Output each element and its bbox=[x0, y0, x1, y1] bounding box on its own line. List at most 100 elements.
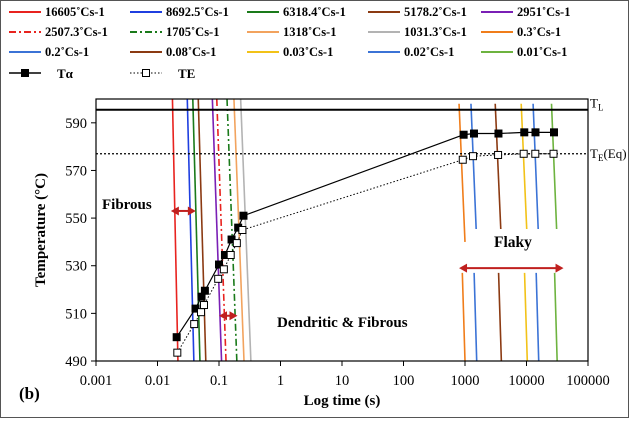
cooling-curve-lower-10 bbox=[461, 272, 466, 361]
y-tick-label-5: 570 bbox=[65, 163, 87, 179]
series-point-TE-13 bbox=[519, 149, 528, 158]
reference-label-sub: L bbox=[598, 103, 604, 113]
cooling-curve-12 bbox=[494, 103, 503, 242]
legend-label-4: 5178.2˚Cs-1 bbox=[404, 5, 467, 19]
series-point-TE-9 bbox=[238, 226, 247, 234]
legend-label-11: 0.2˚Cs-1 bbox=[45, 45, 89, 59]
series-point-TE-1 bbox=[173, 348, 182, 357]
x-tick-label-8: 10000 bbox=[508, 373, 544, 389]
cooling-curve-lower-14 bbox=[535, 272, 540, 361]
x-tick-label-7: 1000 bbox=[451, 373, 480, 389]
series-point-Tα-11 bbox=[469, 129, 478, 138]
legend-label-10: 0.3˚Cs-1 bbox=[517, 25, 561, 39]
x-tick-label-2: 0.01 bbox=[145, 373, 170, 389]
x-tick-label-9: 100000 bbox=[566, 373, 610, 389]
cooling-curve-lower-12 bbox=[497, 272, 503, 361]
cooling-curve-10 bbox=[458, 103, 466, 242]
cooling-curve-6 bbox=[215, 99, 227, 361]
reference-label-2: TE(Eq) bbox=[590, 146, 627, 163]
series-point-TE-11 bbox=[469, 152, 478, 161]
legend-label-14: 0.02˚Cs-1 bbox=[404, 45, 454, 59]
legend-label-15: 0.01˚Cs-1 bbox=[517, 45, 567, 59]
reference-label-suffix: (Eq) bbox=[603, 146, 626, 161]
series-point-Tα-14 bbox=[531, 128, 540, 137]
reference-label-sub: E bbox=[598, 153, 604, 163]
series-line-Tα-1 bbox=[176, 134, 464, 338]
series-point-TE-3 bbox=[197, 308, 206, 317]
legend-label-13: 0.03˚Cs-1 bbox=[283, 45, 333, 59]
cooling-curve-lower-11 bbox=[473, 272, 478, 361]
cooling-curve-lower-13 bbox=[523, 272, 529, 361]
cooling-curve-3 bbox=[192, 99, 201, 361]
series-point-Tα-9 bbox=[239, 211, 248, 220]
series-point-TE-7 bbox=[226, 251, 235, 260]
series-point-TE-10 bbox=[458, 155, 467, 164]
cooling-curve-lower-15 bbox=[553, 272, 558, 361]
annotation-fibrous: Fibrous bbox=[102, 197, 152, 213]
series-point-TE-2 bbox=[190, 320, 199, 329]
cooling-curve-7 bbox=[226, 99, 238, 361]
y-tick-label-1: 490 bbox=[65, 354, 87, 370]
annotation-flaky: Flaky bbox=[494, 234, 532, 251]
legend-label-9: 1031.3˚Cs-1 bbox=[404, 25, 467, 39]
cooling-curve-14 bbox=[532, 103, 540, 242]
cooling-curve-11 bbox=[470, 103, 478, 242]
panel-label: (b) bbox=[19, 384, 40, 403]
annotation-dendritic-fibrous: Dendritic & Fibrous bbox=[277, 315, 408, 331]
y-tick-label-2: 510 bbox=[65, 306, 87, 322]
legend-label-8: 1318˚Cs-1 bbox=[283, 25, 336, 39]
legend: 16605˚Cs-1 8692.5˚Cs-1 6318.4˚Cs-1 5178.2˚C… bbox=[9, 5, 570, 81]
series-point-TE-6 bbox=[219, 265, 228, 274]
reference-label-main: T bbox=[590, 146, 598, 161]
series-point-Tα-10 bbox=[459, 130, 468, 139]
legend-label-2: 8692.5˚Cs-1 bbox=[166, 5, 229, 19]
annotation-flaky-bg bbox=[469, 229, 573, 263]
series-point-Tα-1 bbox=[172, 333, 181, 342]
legend-marker-TE bbox=[142, 69, 150, 77]
axes: 0.001 0.01 0.1 1 10 100 1000 10000 100000 490 510 5… bbox=[19, 98, 610, 409]
cooling-curve-13 bbox=[520, 103, 529, 242]
arrow-fibrous-head-right bbox=[187, 206, 196, 216]
series-point-TE-15 bbox=[549, 149, 558, 158]
x-tick-label-5: 10 bbox=[335, 373, 350, 389]
series-point-Tα-12 bbox=[494, 129, 503, 138]
legend-marker-Tα bbox=[21, 69, 29, 77]
series-point-TE-12 bbox=[494, 150, 503, 159]
x-tick-label-4: 1 bbox=[277, 373, 284, 389]
legend-label-Tα: Tα bbox=[57, 66, 74, 81]
arrow-flaky bbox=[459, 263, 564, 273]
cooling-curve-4 bbox=[197, 99, 207, 361]
series-point-Tα-15 bbox=[550, 128, 559, 137]
x-tick-label-1: 0.001 bbox=[80, 373, 113, 389]
series-point-TE-5 bbox=[214, 274, 223, 283]
cooling-curve-5 bbox=[211, 99, 223, 361]
legend-label-7: 1705˚Cs-1 bbox=[166, 25, 219, 39]
legend-label-6: 2507.3˚Cs-1 bbox=[45, 25, 108, 39]
arrow-dendritic-head-left bbox=[219, 311, 227, 321]
plot-area bbox=[171, 99, 558, 361]
arrow-flaky-head-right bbox=[555, 263, 564, 273]
series-point-TE-8 bbox=[232, 239, 241, 248]
cooling-curve-15 bbox=[550, 103, 558, 242]
x-axis-title: Log time (s) bbox=[304, 393, 381, 409]
y-tick-label-3: 530 bbox=[65, 259, 87, 275]
annotation-dendritic-bg bbox=[271, 311, 439, 333]
legend-label-5: 2951˚Cs-1 bbox=[517, 5, 570, 19]
arrow-dendritic bbox=[219, 311, 238, 321]
series-point-Tα-13 bbox=[520, 128, 529, 137]
legend-label-1: 16605˚Cs-1 bbox=[45, 5, 105, 19]
legend-label-12: 0.08˚Cs-1 bbox=[166, 45, 216, 59]
reference-label-main: T bbox=[590, 96, 598, 111]
arrow-dendritic-head-right bbox=[229, 311, 238, 321]
arrow-fibrous-head-left bbox=[170, 206, 179, 216]
arrow-fibrous bbox=[170, 206, 196, 216]
x-tick-label-6: 100 bbox=[393, 373, 415, 389]
arrow-flaky-head-left bbox=[459, 263, 468, 273]
legend-label-TE: TE bbox=[178, 66, 195, 81]
cooling-curve-1 bbox=[171, 99, 179, 361]
x-tick-label-3: 0.1 bbox=[210, 373, 228, 389]
y-tick-label-6: 590 bbox=[65, 116, 87, 132]
